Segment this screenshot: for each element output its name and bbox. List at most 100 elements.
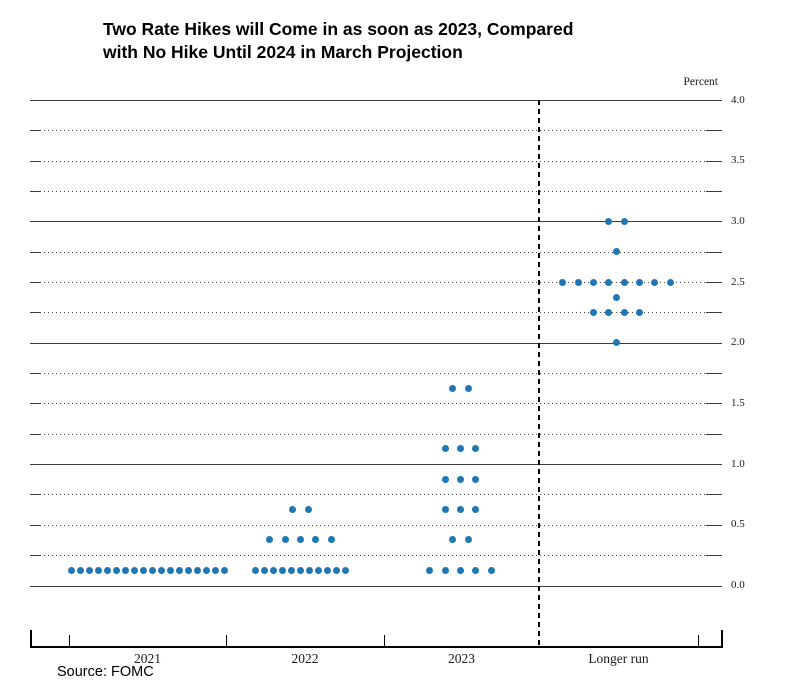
projection-dot [94,566,102,574]
x-category-label-longer-run: Longer run [588,651,649,666]
projection-dot [279,566,286,574]
projection-dot [605,278,613,286]
gridline-1.75 [40,373,706,375]
y-tick-label-3.5: 3.5 [731,154,745,167]
projection-dot [261,566,268,574]
gridline-left-tick [30,282,40,284]
gridline-right-tick [706,494,722,496]
gridline-0.75 [40,494,706,496]
source-note: Source: FOMC [57,664,154,680]
projection-dot [472,475,480,483]
projection-dot [297,536,304,544]
projection-dot [472,445,480,453]
projection-dot [220,566,228,574]
projection-dot [175,566,183,574]
y-axis-unit-label: Percent [683,76,718,88]
gridline-right-tick [706,555,722,557]
gridline-left-tick [30,312,40,314]
projection-dot [613,339,620,347]
gridline-2.75 [40,251,706,253]
projection-dot [157,566,165,574]
gridline-1.50 [40,403,706,405]
gridline-right-tick [706,433,722,435]
gridline-left-tick [30,433,40,435]
gridline-3.00 [30,221,722,223]
projection-dot [312,536,320,544]
projection-dot [441,475,449,483]
gridline-right-tick [706,191,722,193]
projection-dot [266,536,274,544]
projection-dot [613,293,620,301]
gridline-left-tick [30,191,40,193]
gridline-left-tick [30,403,40,405]
gridline-1.00 [30,464,722,466]
projection-dot [139,566,147,574]
x-category-label-2023: 2023 [448,651,475,666]
projection-dot [472,566,480,574]
projection-dot [457,506,464,514]
projection-dot [464,384,472,392]
gridline-right-tick [706,130,722,132]
projection-dot [487,566,495,574]
gridline-0.50 [40,524,706,526]
y-tick-label-3.0: 3.0 [731,214,745,227]
projection-dot [620,308,628,316]
x-axis-end-tick [30,630,32,646]
projection-dot [288,566,295,574]
projection-dot [130,566,138,574]
chart-title: Two Rate Hikes will Come in as soon as 2… [103,18,723,64]
projection-dot [441,445,449,453]
projection-dot [464,536,472,544]
projection-dot [651,278,659,286]
gridline-3.25 [40,191,706,193]
projection-dot [281,536,289,544]
projection-dot [67,566,75,574]
projection-dot [85,566,93,574]
gridline-left-tick [30,555,40,557]
gridline-right-tick [706,373,722,375]
projection-dot [666,278,674,286]
projection-dot [635,278,643,286]
projection-dot [333,566,340,574]
projection-dot [441,506,449,514]
y-tick-label-4.0: 4.0 [731,93,745,106]
projection-dot [148,566,156,574]
projection-dot [306,566,313,574]
projection-dot [184,566,192,574]
projection-dot [327,536,335,544]
gridline-right-tick [706,312,722,314]
gridline-left-tick [30,130,40,132]
x-axis-end-tick [721,630,723,646]
projection-dot [112,566,120,574]
x-category-label-2021: 2021 [134,651,161,666]
gridline-1.25 [40,433,706,435]
y-tick-label-1.0: 1.0 [731,457,745,470]
x-axis-tick [384,635,385,646]
x-category-label-2022: 2022 [291,651,319,666]
projection-dot [103,566,111,574]
x-axis-tick [69,635,70,646]
projection-dot [635,308,643,316]
gridline-left-tick [30,160,40,162]
projection-dot [121,566,129,574]
projection-dot [613,248,620,256]
projection-dot [426,566,434,574]
projection-dot [449,536,457,544]
projection-dot [449,384,457,392]
projection-dot [315,566,322,574]
gridline-3.50 [40,160,706,162]
projection-dot [270,566,277,574]
projection-dot [590,308,598,316]
projection-dot [620,217,628,225]
chart-title-line1: Two Rate Hikes will Come in as soon as 2… [103,19,574,39]
x-axis-line [30,646,723,648]
x-axis-tick [226,635,227,646]
gridline-right-tick [706,282,722,284]
chart-title-line2: with No Hike Until 2024 in March Project… [103,42,463,62]
projection-dot [324,566,331,574]
gridline-right-tick [706,524,722,526]
gridline-2.00 [30,342,722,344]
gridline-0.25 [40,555,706,557]
gridline-left-tick [30,251,40,253]
